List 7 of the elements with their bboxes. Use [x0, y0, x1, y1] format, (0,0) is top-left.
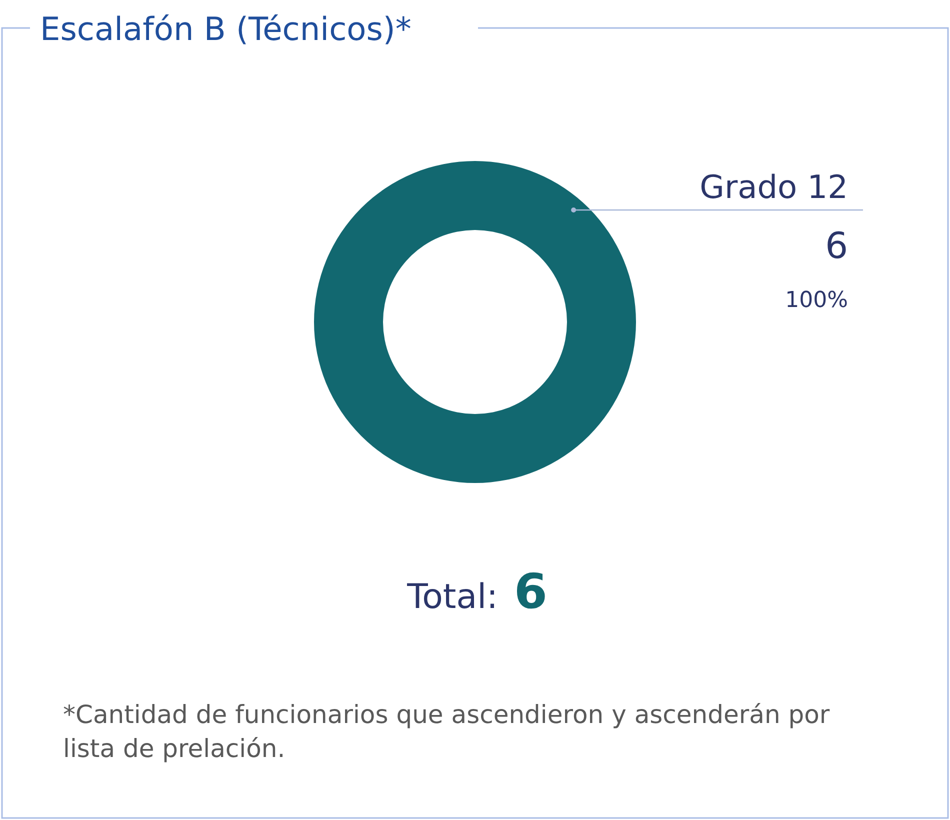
- text: 6: [514, 564, 548, 620]
- slice-label: Grado 12: [700, 168, 848, 206]
- text: 100%: [785, 288, 848, 313]
- data-label: 6: [825, 226, 848, 267]
- text: *Cantidad de funcionarios que ascendieron y ascenderán por lista de prelación.: [63, 700, 830, 763]
- text: Total:: [406, 577, 498, 617]
- chart-title: Escalafón B (Técnicos)*: [40, 10, 412, 48]
